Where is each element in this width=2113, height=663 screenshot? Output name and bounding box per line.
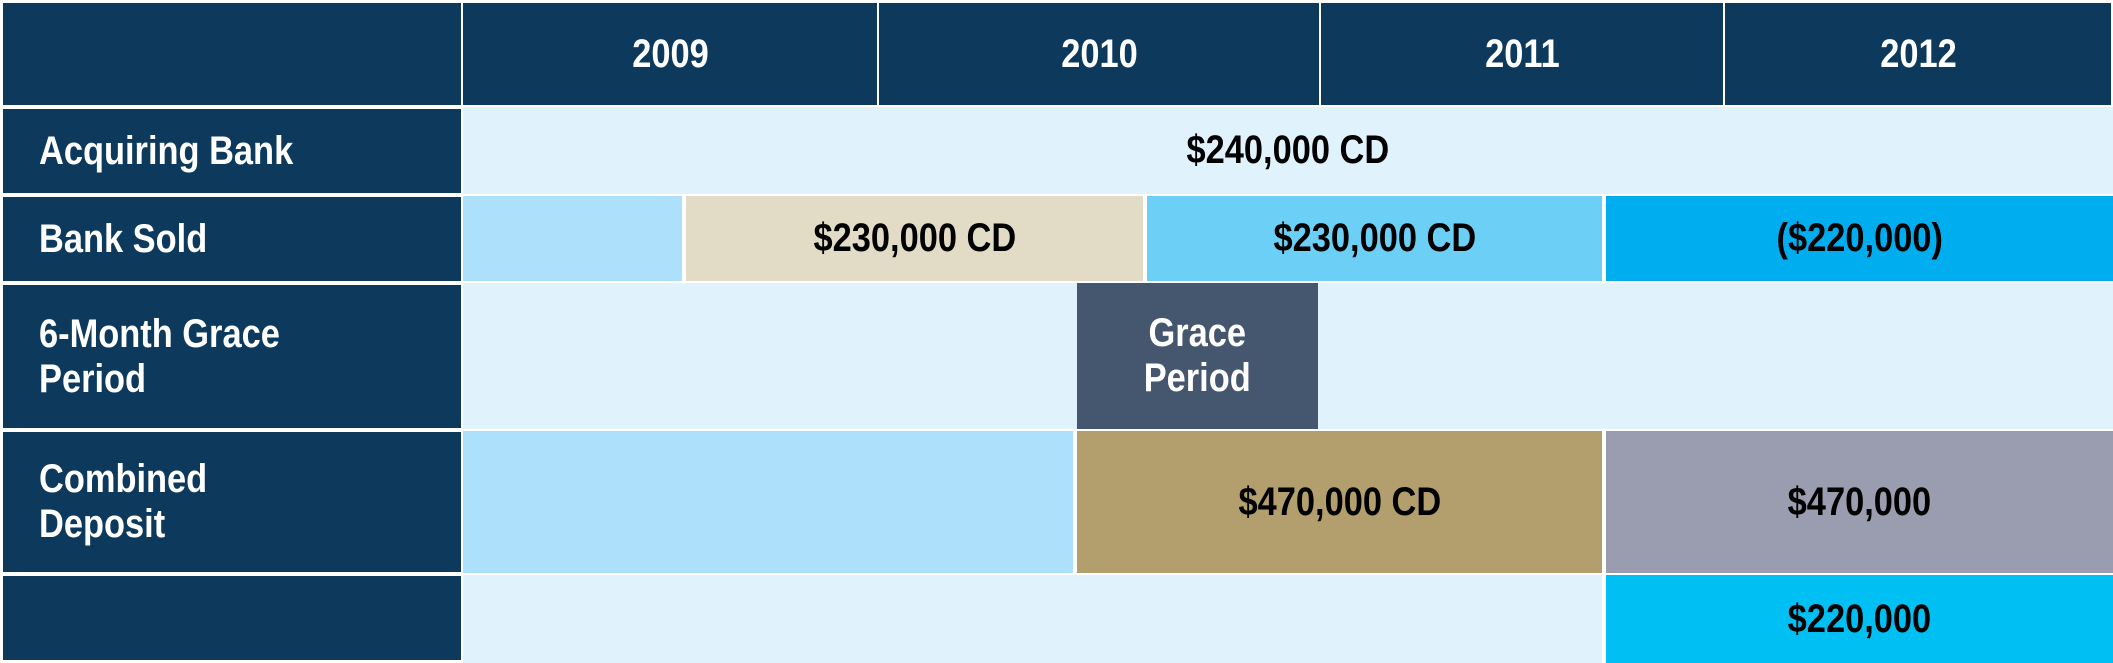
bar-combined-pre: [463, 431, 1073, 573]
row-label-line: Deposit: [39, 502, 166, 546]
bar-label-line: Period: [1143, 356, 1252, 400]
row-label-line: 6-Month Grace: [39, 311, 280, 356]
row-label-text: Combined Deposit: [39, 457, 207, 547]
row-label-text: Bank Sold: [39, 216, 208, 261]
bar-label: ($220,000): [1776, 216, 1943, 261]
year-label: 2009: [631, 31, 709, 76]
bar-label: $470,000: [1787, 479, 1932, 524]
bar-extra-amount: $220,000: [1606, 575, 2113, 663]
bar-label: $230,000 CD: [1273, 216, 1476, 261]
row-label-text: 6-Month Grace Period: [39, 312, 280, 402]
bar-sold-cd-2: $230,000 CD: [1147, 196, 1602, 281]
bar-sold-pre: [463, 196, 682, 281]
row-label-empty: [3, 576, 461, 660]
row-label-grace-period: 6-Month Grace Period: [3, 285, 461, 428]
bar-label: $220,000: [1787, 596, 1932, 641]
row-label-line: Period: [39, 356, 147, 401]
bar-label: Grace Period: [1144, 311, 1251, 401]
header-year-2009: 2009: [463, 3, 877, 105]
bar-sold-withdrawal: ($220,000): [1606, 196, 2113, 281]
bar-acquiring-cd: $240,000 CD: [463, 107, 2113, 194]
row-label-text: Acquiring Bank: [39, 128, 294, 173]
bar-combined-amount: $470,000: [1606, 431, 2113, 573]
bar-grace-period: Grace Period: [1077, 283, 1318, 429]
row-label-combined-deposit: Combined Deposit: [3, 432, 461, 572]
year-label: 2010: [1060, 31, 1138, 76]
header-year-2011: 2011: [1321, 3, 1723, 105]
bar-extra-pre: [463, 575, 1602, 663]
header-corner: [3, 3, 461, 105]
row-label-acquiring-bank: Acquiring Bank: [3, 109, 461, 193]
bar-label-line: Grace: [1148, 311, 1247, 356]
row-label-bank-sold: Bank Sold: [3, 197, 461, 281]
header-year-2010: 2010: [879, 3, 1319, 105]
bar-sold-cd-1: $230,000 CD: [686, 196, 1143, 281]
row-label-line: Combined: [39, 457, 208, 502]
year-label: 2011: [1484, 31, 1560, 76]
header-year-2012: 2012: [1725, 3, 2111, 105]
bar-label: $470,000 CD: [1238, 479, 1441, 524]
bar-label: $230,000 CD: [813, 216, 1016, 261]
bar-label: $240,000 CD: [1186, 128, 1390, 173]
year-label: 2012: [1879, 31, 1957, 76]
bar-combined-cd: $470,000 CD: [1077, 431, 1602, 573]
